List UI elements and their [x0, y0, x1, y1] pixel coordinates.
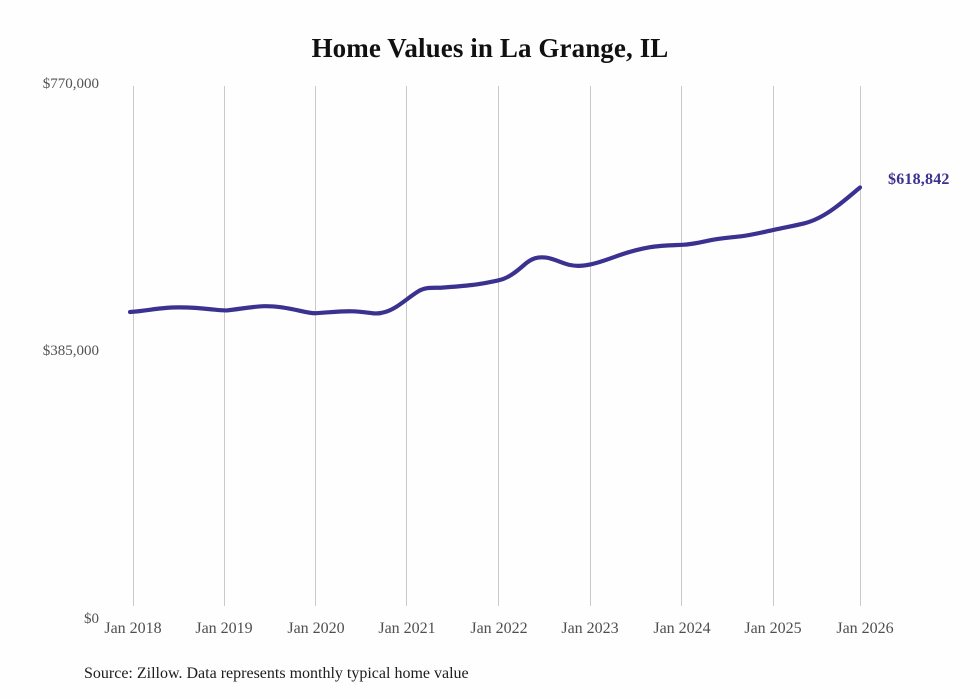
x-axis-tick-jan-2019: Jan 2019	[195, 620, 253, 637]
endpoint-value-label: $618,842	[888, 171, 950, 188]
home-value-line	[127, 185, 863, 316]
chart-title: Home Values in La Grange, IL	[311, 33, 669, 63]
x-axis-tick-jan-2026: Jan 2026	[836, 620, 894, 637]
source-note: Source: Zillow. Data represents monthly …	[84, 665, 469, 682]
x-axis-tick-jan-2018: Jan 2018	[104, 620, 162, 637]
y-axis-tick-zero: $0	[84, 611, 99, 627]
x-axis-tick-jan-2025: Jan 2025	[744, 620, 802, 637]
y-axis-tick-mid: $385,000	[42, 343, 99, 359]
x-axis-tick-jan-2023: Jan 2023	[561, 620, 619, 637]
x-axis-tick-jan-2021: Jan 2021	[378, 620, 436, 637]
gridlines	[133, 86, 861, 606]
x-axis-tick-jan-2022: Jan 2022	[470, 620, 528, 637]
x-axis-tick-jan-2020: Jan 2020	[287, 620, 345, 637]
x-axis-tick-jan-2024: Jan 2024	[653, 620, 711, 637]
y-axis-tick-top: $770,000	[42, 76, 99, 92]
